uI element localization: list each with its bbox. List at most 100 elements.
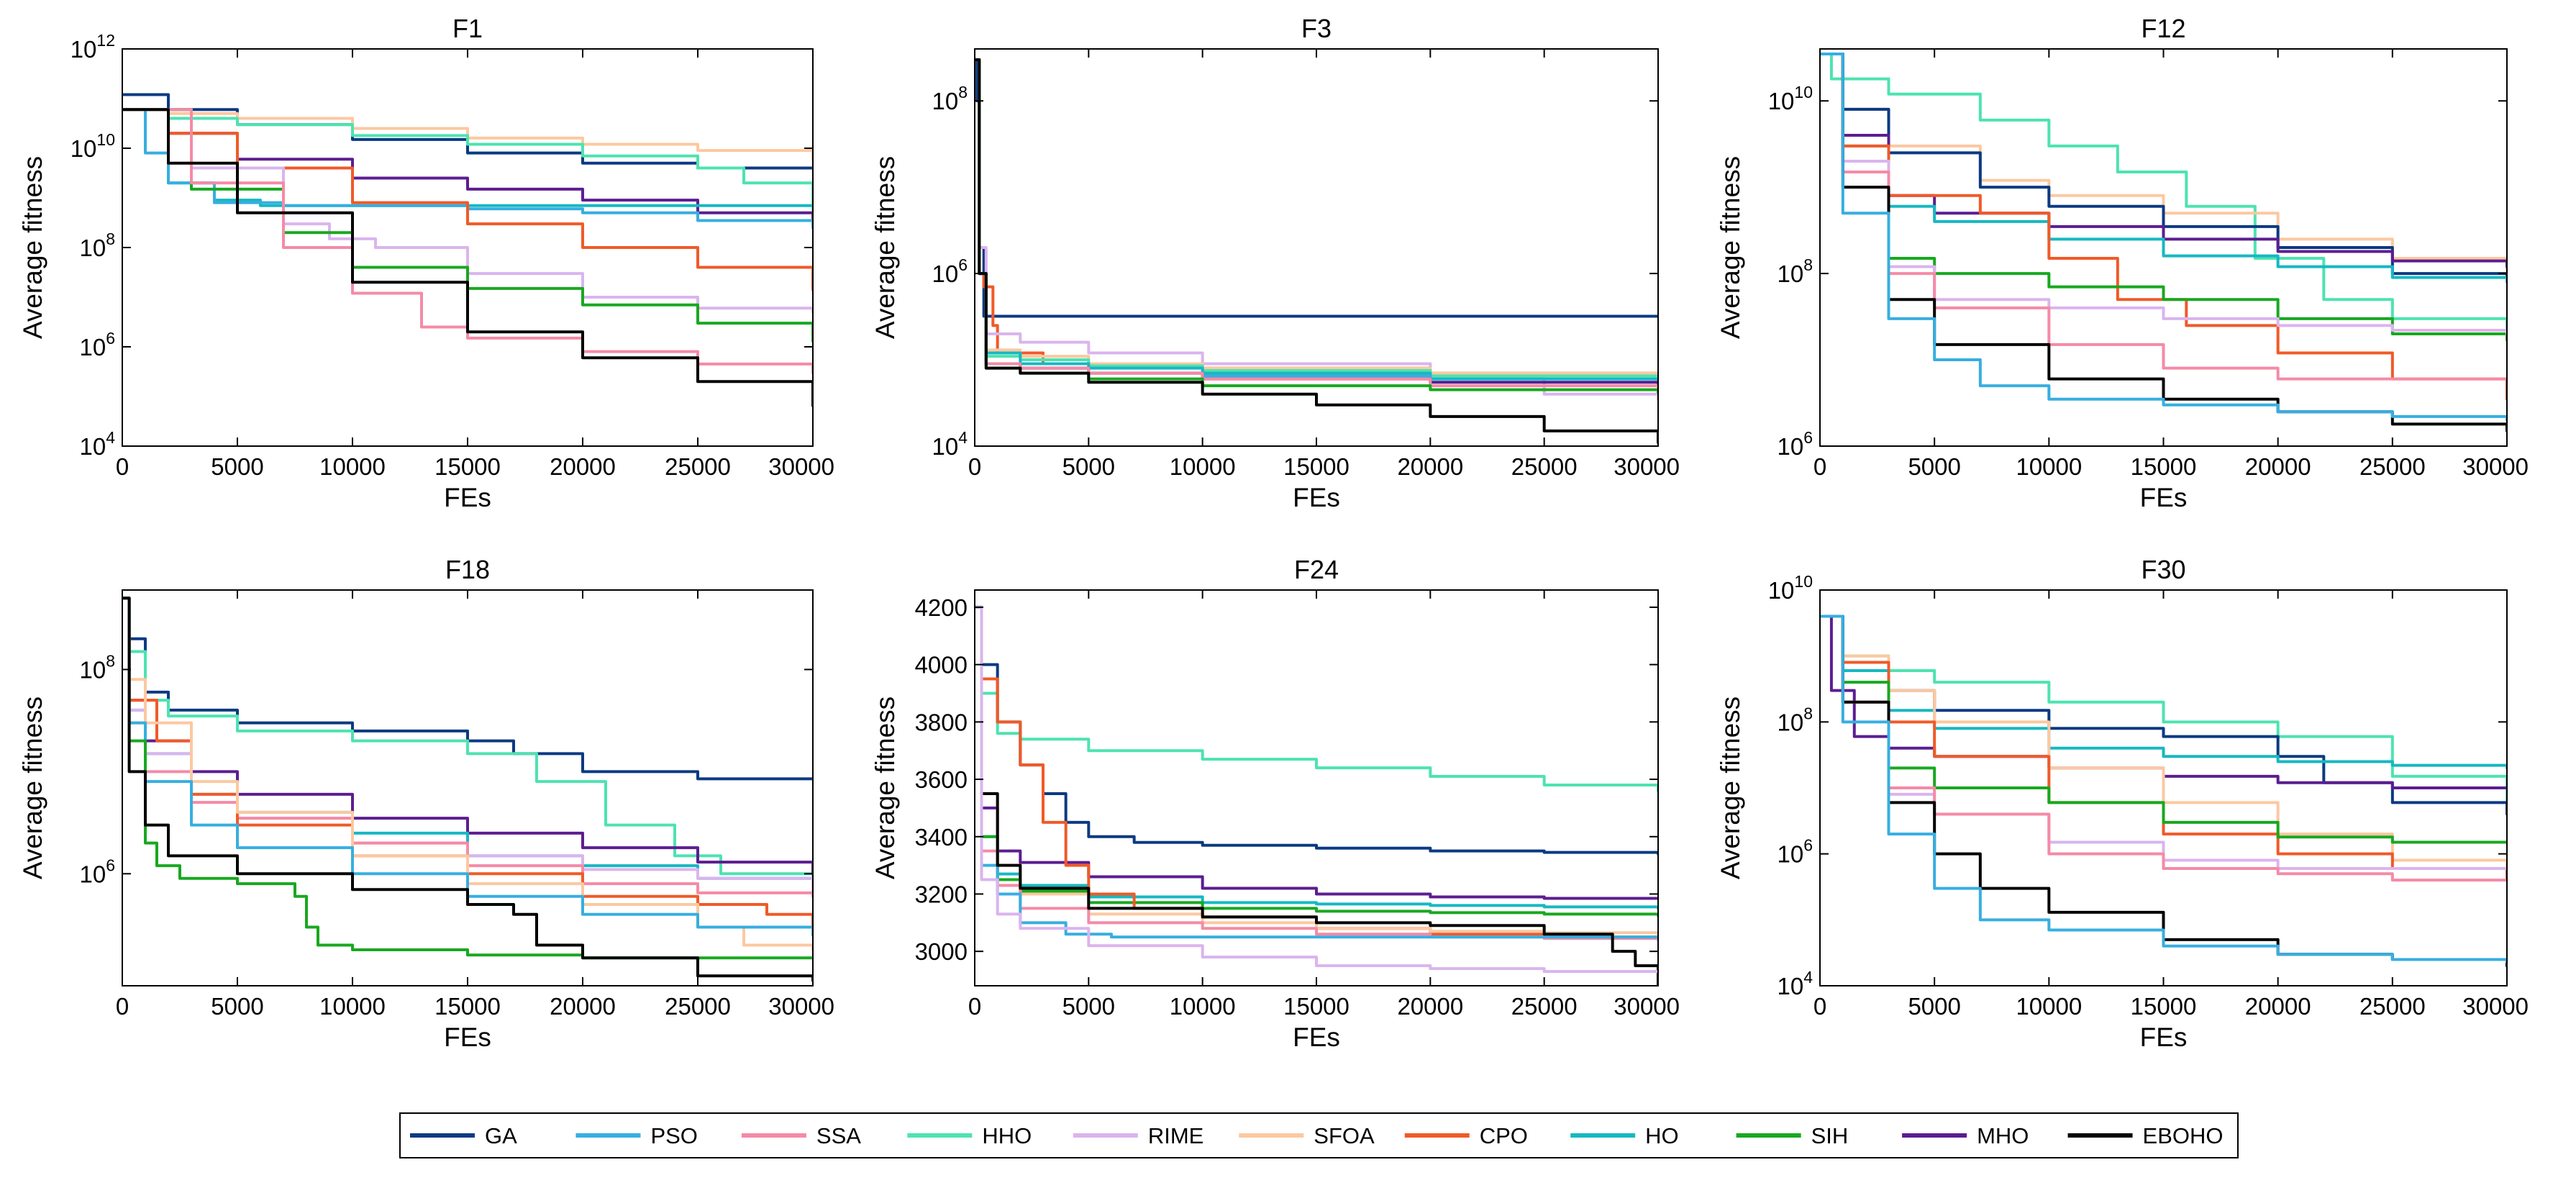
series-line-eboho <box>122 596 813 982</box>
chart-title: F24 <box>1294 555 1339 584</box>
x-tick-label: 25000 <box>2359 993 2426 1020</box>
series-line-rime <box>122 108 813 314</box>
x-tick-label: 0 <box>116 993 129 1020</box>
y-tick-label: 1010 <box>1768 572 1813 604</box>
series-line-hho <box>122 108 813 226</box>
series-line-rime <box>975 605 1658 974</box>
series-line-pso <box>1820 52 2507 422</box>
x-tick-label: 15000 <box>2131 993 2197 1020</box>
series-line-sih <box>1820 614 2507 844</box>
chart-title: F1 <box>452 14 483 43</box>
y-tick-label: 1010 <box>1768 83 1813 114</box>
series-line-sih <box>122 108 813 343</box>
x-axis-label: FEs <box>2140 483 2188 512</box>
series-line-ho <box>122 108 813 207</box>
x-axis-label: FEs <box>1293 1022 1340 1052</box>
y-tick-label: 108 <box>1777 255 1813 287</box>
legend-item-ga: GA <box>410 1123 517 1148</box>
series-line-pso <box>975 58 1658 388</box>
legend-item-rime: RIME <box>1073 1123 1203 1148</box>
x-tick-label: 15000 <box>434 993 501 1020</box>
series-line-pso <box>122 596 813 937</box>
y-tick-label: 1010 <box>70 130 115 162</box>
y-tick-label: 3600 <box>915 766 968 793</box>
y-tick-label: 106 <box>79 329 115 360</box>
series-line-sfoa <box>975 58 1658 381</box>
series-group <box>975 605 1658 986</box>
x-tick-label: 20000 <box>550 453 616 480</box>
series-line-rime <box>975 58 1658 401</box>
legend-label: HO <box>1645 1123 1679 1148</box>
legend-item-pso: PSO <box>575 1123 698 1148</box>
x-tick-label: 10000 <box>2016 993 2082 1020</box>
y-tick-label: 104 <box>79 428 115 460</box>
series-line-hho <box>975 58 1658 381</box>
legend-label: EBOHO <box>2143 1123 2224 1148</box>
legend-item-ho: HO <box>1570 1123 1679 1148</box>
chart-title: F12 <box>2141 14 2185 43</box>
chart-panels: 0 5000 10000 15000 20000 25000 300001041061081… <box>18 14 2529 1052</box>
legend-label: PSO <box>650 1123 697 1148</box>
chart-panel-f30: 0 5000 10000 15000 20000 25000 30000 104 106 108 1… <box>1716 555 2529 1052</box>
x-tick-label: 30000 <box>2462 453 2529 480</box>
legend-label: HHO <box>982 1123 1032 1148</box>
y-tick-label: 106 <box>1777 428 1813 460</box>
x-tick-label: 10000 <box>1170 453 1236 480</box>
series-line-hho <box>1820 52 2507 335</box>
x-tick-label: 0 <box>1813 453 1826 480</box>
y-axis-label: Average fitness <box>870 156 900 339</box>
y-tick-label: 106 <box>1777 836 1813 868</box>
x-tick-label: 30000 <box>2462 993 2529 1020</box>
series-line-mho <box>975 58 1658 388</box>
legend-label: SIH <box>1811 1123 1849 1148</box>
legend-item-mho: MHO <box>1902 1123 2029 1148</box>
y-tick-label: 108 <box>79 651 115 683</box>
y-tick-label: 3400 <box>915 824 968 850</box>
legend-item-hho: HHO <box>907 1123 1032 1148</box>
chart-title: F3 <box>1301 14 1332 43</box>
y-tick-label: 3800 <box>915 709 968 735</box>
series-group <box>122 596 813 982</box>
x-tick-label: 15000 <box>2131 453 2197 480</box>
series-line-ho <box>975 58 1658 384</box>
series-line-eboho <box>975 58 1658 445</box>
x-tick-label: 15000 <box>1283 453 1350 480</box>
series-line-cpo <box>975 58 1658 378</box>
legend-item-sih: SIH <box>1736 1123 1849 1148</box>
x-axis-label: FEs <box>1293 483 1340 512</box>
y-axis-label: Average fitness <box>870 697 900 879</box>
y-tick-label: 104 <box>932 428 968 460</box>
x-tick-label: 0 <box>1813 993 1826 1020</box>
x-tick-label: 20000 <box>550 993 616 1020</box>
chart-panel-f12: 0 5000 10000 15000 20000 25000 30000 106 108 1010… <box>1716 14 2529 512</box>
legend-item-eboho: EBOHO <box>2067 1123 2224 1148</box>
series-line-ho <box>1820 614 2507 770</box>
x-tick-label: 0 <box>968 453 981 480</box>
y-tick-label: 108 <box>932 83 968 114</box>
y-tick-label: 108 <box>1777 704 1813 735</box>
x-tick-label: 5000 <box>211 453 263 480</box>
y-axis-label: Average fitness <box>18 697 47 879</box>
x-tick-label: 30000 <box>768 453 834 480</box>
series-line-ho <box>1820 52 2507 283</box>
series-line-cpo <box>1820 52 2507 401</box>
legend-item-ssa: SSA <box>741 1123 861 1148</box>
series-line-ssa <box>1820 52 2507 381</box>
x-tick-label: 25000 <box>665 993 731 1020</box>
y-tick-label: 3200 <box>915 881 968 907</box>
y-tick-label: 3000 <box>915 938 968 965</box>
series-group <box>1820 52 2507 432</box>
series-line-ga <box>975 605 1658 856</box>
series-line-ssa <box>122 108 813 375</box>
x-tick-label: 25000 <box>1511 453 1578 480</box>
chart-title: F18 <box>445 555 490 584</box>
chart-panel-f24: 0 5000 10000 15000 20000 25000 30000 3000 3200 34… <box>870 555 1680 1052</box>
x-tick-label: 0 <box>116 453 129 480</box>
x-tick-label: 30000 <box>768 993 834 1020</box>
x-tick-label: 10000 <box>319 993 386 1020</box>
legend-label: CPO <box>1480 1123 1528 1148</box>
legend: GA PSO SSA HHO RIME SFOA CPO HO SIH MHO EBOHO <box>399 1112 2239 1158</box>
y-tick-label: 1012 <box>70 31 115 63</box>
legend-label: GA <box>485 1123 517 1148</box>
